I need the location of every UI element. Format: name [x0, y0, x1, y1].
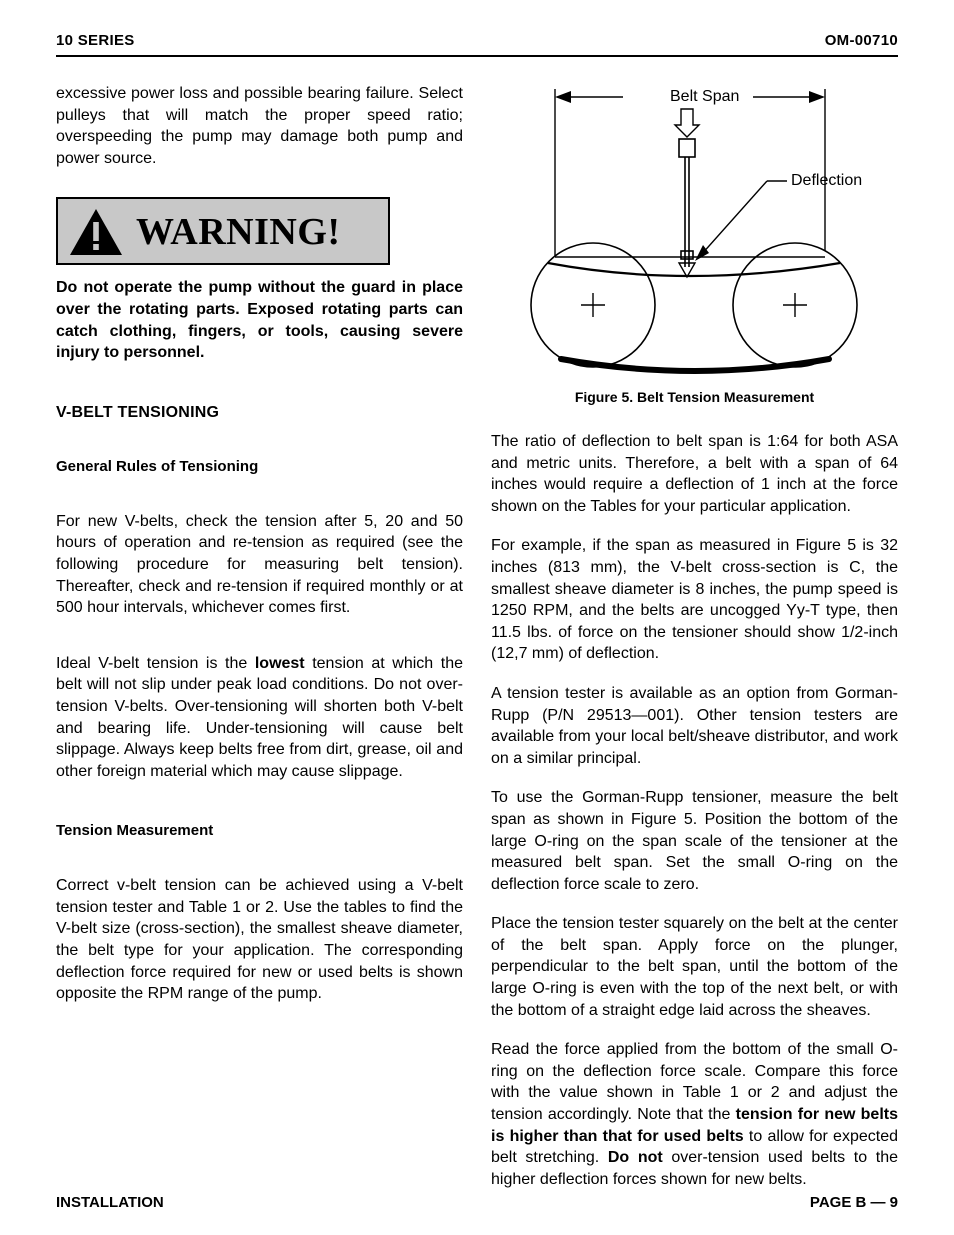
- belt-tension-diagram: Belt Span Deflection: [495, 83, 895, 383]
- rules-p2-a: Ideal V-belt tension is the: [56, 655, 255, 672]
- left-column: excessive power loss and possible bearin…: [56, 83, 463, 1208]
- col2-p2: For example, if the span as measured in …: [491, 535, 898, 665]
- col2-p6: Read the force applied from the bottom o…: [491, 1039, 898, 1190]
- measurement-paragraph: Correct v-belt tension can be achieved u…: [56, 875, 463, 1005]
- rules-paragraph-2: Ideal V-belt tension is the lowest tensi…: [56, 653, 463, 783]
- header-right: OM-00710: [825, 32, 898, 49]
- footer-left: INSTALLATION: [56, 1194, 164, 1211]
- diagram-label-belt-span: Belt Span: [670, 88, 739, 105]
- content-columns: excessive power loss and possible bearin…: [56, 83, 898, 1208]
- page-header: 10 SERIES OM-00710: [56, 32, 898, 49]
- rules-p2-b: tension at which the belt will not slip …: [56, 655, 463, 780]
- col2-p5: Place the tension tester squarely on the…: [491, 913, 898, 1021]
- header-rule: [56, 55, 898, 57]
- warning-label: WARNING!: [136, 210, 341, 254]
- intro-paragraph: excessive power loss and possible bearin…: [56, 83, 463, 169]
- right-column: Belt Span Deflection: [491, 83, 898, 1208]
- subheading-tension-measurement: Tension Measurement: [56, 822, 463, 839]
- warning-box: WARNING!: [56, 197, 390, 265]
- diagram-label-deflection: Deflection: [791, 172, 862, 189]
- rules-paragraph-1: For new V-belts, check the tension after…: [56, 511, 463, 619]
- page-footer: INSTALLATION PAGE B — 9: [56, 1194, 898, 1211]
- figure-5: Belt Span Deflection: [491, 83, 898, 415]
- down-arrow-icon: [675, 109, 699, 137]
- warning-triangle-icon: [68, 207, 124, 257]
- rules-p2-bold: lowest: [255, 655, 305, 672]
- col2-p3: A tension tester is available as an opti…: [491, 683, 898, 769]
- col2-p1: The ratio of deflection to belt span is …: [491, 431, 898, 517]
- figure-caption: Figure 5. Belt Tension Measurement: [575, 389, 814, 405]
- warning-body: Do not operate the pump without the guar…: [56, 277, 463, 363]
- col2-p6-bold2: Do not: [608, 1149, 663, 1166]
- section-heading-vbelt: V-BELT TENSIONING: [56, 404, 463, 422]
- header-left: 10 SERIES: [56, 32, 135, 49]
- footer-right: PAGE B — 9: [810, 1194, 898, 1211]
- col2-p4: To use the Gorman-Rupp tensioner, measur…: [491, 787, 898, 895]
- subheading-general-rules: General Rules of Tensioning: [56, 458, 463, 475]
